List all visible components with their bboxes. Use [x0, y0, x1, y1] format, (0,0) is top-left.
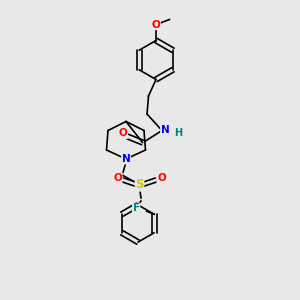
Text: N: N — [122, 154, 130, 164]
Text: S: S — [135, 178, 144, 191]
Text: H: H — [174, 128, 183, 138]
Text: O: O — [118, 128, 127, 139]
Text: O: O — [152, 20, 160, 30]
Text: O: O — [157, 172, 166, 183]
Text: F: F — [133, 203, 140, 213]
Text: O: O — [113, 172, 122, 183]
Text: N: N — [160, 125, 169, 136]
